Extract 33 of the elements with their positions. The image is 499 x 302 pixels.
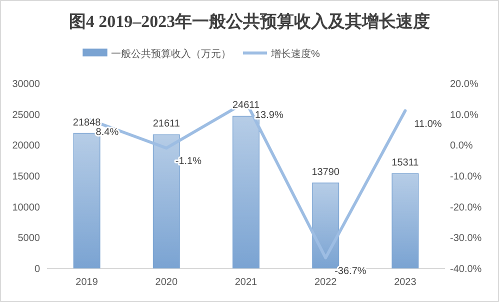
y2-tick-label: 20.0% — [450, 79, 478, 90]
chart-title: 图4 2019–2023年一般公共预算收入及其增长速度 — [68, 12, 430, 31]
data-label: -36.7% — [334, 266, 366, 277]
y-tick-label: 20000 — [12, 140, 40, 152]
data-label: 8.4% — [96, 126, 119, 138]
x-tick-label: 2020 — [155, 277, 178, 288]
y-tick-label: 15000 — [12, 172, 40, 182]
data-label: 21848 — [72, 117, 102, 128]
x-tick-label: 2021 — [234, 277, 258, 288]
y-tick-label: 0 — [34, 264, 40, 275]
y-tick-label: 30000 — [12, 79, 40, 90]
y2-tick-label: -10.0% — [450, 172, 482, 182]
legend-label: 增长速度% — [270, 48, 320, 60]
data-label: 11.0% — [414, 118, 442, 130]
y2-tick-label: 10.0% — [450, 110, 478, 121]
x-tick-label: 2022 — [314, 277, 338, 288]
y-tick-label: 5000 — [18, 233, 40, 244]
y-tick-label: 10000 — [12, 202, 40, 214]
x-tick-label: 2023 — [394, 277, 417, 288]
y2-tick-label: 0.0% — [450, 140, 473, 152]
y2-tick-label: -40.0% — [450, 264, 482, 275]
data-label: 13.9% — [255, 110, 284, 121]
y2-tick-label: -20.0% — [450, 202, 482, 214]
data-label: 13790 — [312, 166, 340, 178]
data-label: 15311 — [392, 158, 420, 169]
legend-label: 一般公共预算收入（万元） — [111, 48, 231, 60]
y2-tick-label: -30.0% — [450, 233, 482, 244]
bar — [312, 182, 340, 268]
bar — [392, 173, 419, 268]
data-label: 21611 — [152, 118, 180, 130]
x-tick-label: 2019 — [76, 277, 98, 288]
y-tick-label: 25000 — [12, 110, 40, 121]
data-label: 24611 — [232, 100, 260, 112]
